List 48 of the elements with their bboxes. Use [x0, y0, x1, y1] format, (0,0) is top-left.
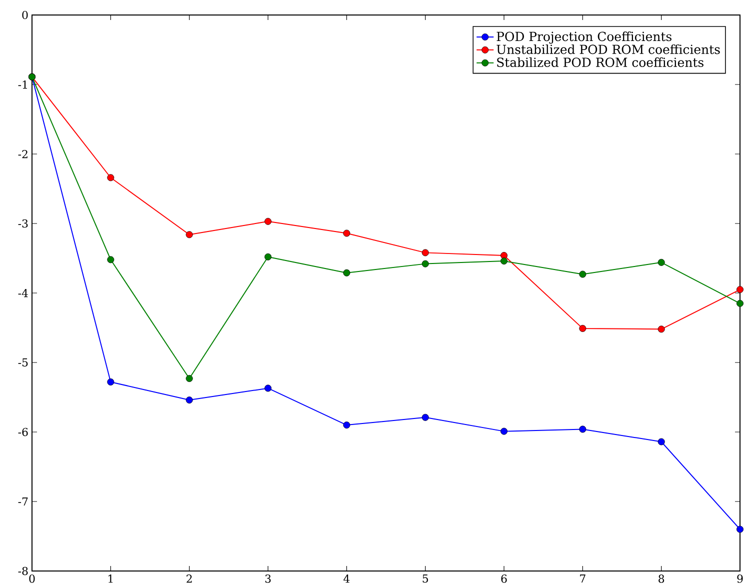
point	[107, 256, 114, 264]
x-tick-label: 0	[29, 574, 35, 583]
x-tick-label: 7	[580, 574, 586, 583]
y-tick-label: 0	[22, 10, 28, 20]
legend-label: Unstabilized POD ROM coefficients	[496, 44, 720, 54]
point	[736, 300, 744, 307]
y-tick-label: -3	[18, 219, 28, 228]
point	[422, 249, 429, 256]
point	[422, 414, 429, 421]
point	[422, 260, 429, 268]
point	[500, 258, 508, 265]
point	[343, 269, 350, 276]
point	[658, 326, 665, 333]
point	[736, 526, 744, 533]
point	[736, 286, 744, 294]
y-tick-label: -1	[18, 80, 27, 89]
x-tick-label: 9	[737, 574, 743, 583]
point	[658, 438, 665, 446]
point	[500, 428, 508, 435]
x-tick-label: 3	[265, 574, 271, 583]
point	[264, 384, 272, 392]
x-tick-label: 4	[344, 574, 350, 583]
x-tick-label: 5	[422, 574, 428, 583]
x-tick-label: 8	[658, 574, 664, 583]
point	[658, 258, 665, 266]
x-tick-label: 1	[108, 574, 113, 583]
x-tick-label: 6	[501, 574, 507, 583]
point	[343, 422, 350, 429]
y-tick-label: -6	[18, 428, 28, 436]
y-tick-label: -7	[18, 498, 28, 506]
y-tick-label: -5	[18, 358, 28, 367]
legend-label: Stabilized POD ROM coefficients	[497, 57, 704, 68]
point	[264, 253, 272, 260]
point	[579, 324, 586, 332]
x-tick-label: 2	[186, 574, 192, 583]
point	[343, 230, 350, 237]
point	[107, 174, 114, 182]
point	[579, 270, 586, 278]
point	[264, 218, 272, 225]
legend-label: POD Projection Coefficients	[496, 31, 672, 44]
point	[186, 396, 193, 404]
point	[579, 426, 586, 433]
y-tick-label: -4	[18, 288, 28, 298]
y-tick-label: -2	[18, 150, 28, 158]
point	[186, 231, 193, 238]
point	[186, 374, 193, 382]
y-tick-label: -8	[18, 566, 28, 576]
point	[107, 378, 114, 386]
